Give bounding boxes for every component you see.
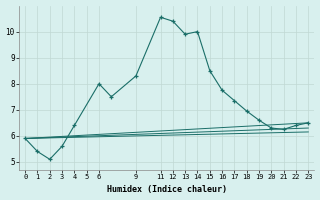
X-axis label: Humidex (Indice chaleur): Humidex (Indice chaleur) [107,185,227,194]
